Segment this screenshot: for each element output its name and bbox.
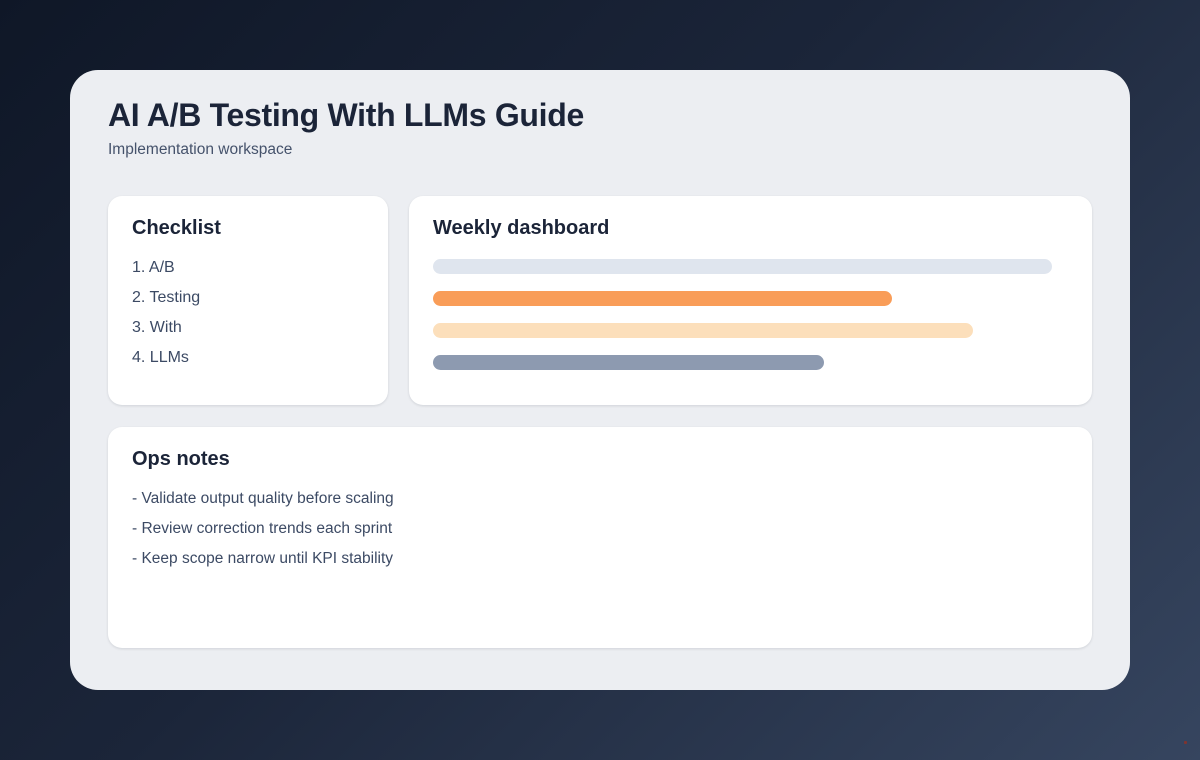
top-cards-row: Checklist 1. A/B 2. Testing 3. With 4. LLMs… <box>108 196 1092 405</box>
metric-bar-1 <box>433 259 1053 274</box>
metric-bar-3 <box>433 323 973 338</box>
page-subtitle: Implementation workspace <box>108 141 293 158</box>
ops-note-item: - Review correction trends each sprint <box>132 520 393 537</box>
checklist-card: Checklist 1. A/B 2. Testing 3. With 4. LLMs <box>108 196 388 405</box>
ops-notes-card: Ops notes - Validate output quality befo… <box>108 427 1092 648</box>
ops-note-item: - Validate output quality before scaling <box>132 490 394 507</box>
ops-notes-title: Ops notes <box>132 448 230 470</box>
weekly-dashboard-card: Weekly dashboard <box>409 196 1092 405</box>
ops-note-item: - Keep scope narrow until KPI stability <box>132 550 394 567</box>
artifact-dot <box>1184 741 1187 744</box>
page-title: AI A/B Testing With LLMs Guide <box>108 97 585 133</box>
checklist-item: 4. LLMs <box>132 349 189 366</box>
checklist-item: 2. Testing <box>132 289 201 306</box>
checklist-title: Checklist <box>132 217 221 239</box>
checklist-item: 1. A/B <box>132 259 175 276</box>
dashboard-bars <box>433 259 1068 370</box>
metric-bar-2 <box>433 291 893 306</box>
metric-bar-4 <box>433 355 824 370</box>
ops-notes-items: - Validate output quality before scaling… <box>132 484 1068 574</box>
checklist-item: 3. With <box>132 319 182 336</box>
weekly-dashboard-title: Weekly dashboard <box>433 217 610 239</box>
workspace-panel: AI A/B Testing With LLMs Guide Implement… <box>70 70 1130 690</box>
checklist-items: 1. A/B 2. Testing 3. With 4. LLMs <box>132 253 364 373</box>
